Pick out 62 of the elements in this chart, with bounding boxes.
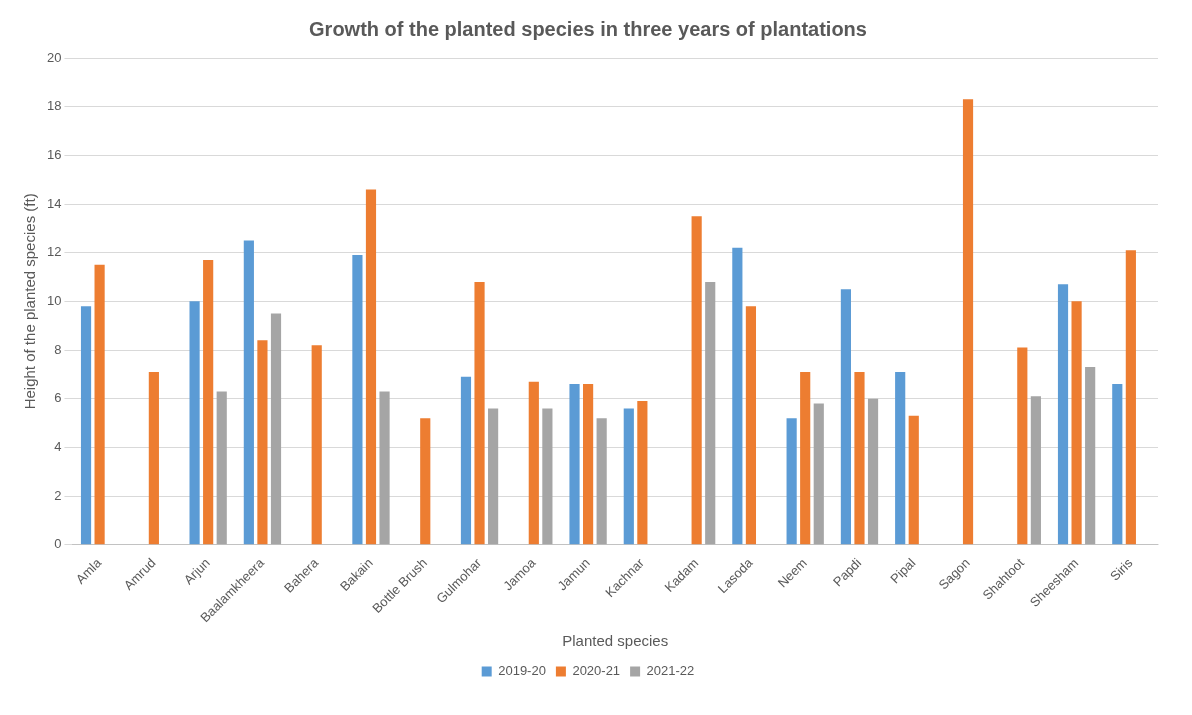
bar: [637, 401, 648, 545]
bar: [420, 418, 431, 545]
y-tick-label: 12: [46, 244, 62, 260]
bar: [1057, 284, 1069, 545]
bar: [745, 306, 757, 545]
x-axis-title: Planted species: [562, 632, 669, 650]
bar: [528, 381, 539, 545]
bar: [243, 240, 254, 545]
bar: [800, 371, 811, 545]
bar: [867, 398, 879, 545]
bar: [569, 384, 580, 545]
y-tick-label: 0: [54, 536, 62, 552]
bar: [623, 408, 634, 545]
y-tick-label: 14: [46, 195, 62, 211]
bar: [379, 391, 390, 545]
legend-label: 2021-22: [646, 663, 695, 679]
bar: [80, 306, 92, 545]
bar: [542, 408, 553, 545]
bar: [352, 255, 363, 545]
bar: [311, 345, 322, 545]
y-tick-label: 6: [54, 390, 62, 406]
y-tick-label: 18: [46, 98, 62, 114]
bar: [1030, 396, 1041, 545]
bar: [148, 371, 159, 545]
bar: [189, 301, 200, 545]
bar: [270, 313, 282, 545]
y-tick-label: 8: [54, 341, 62, 357]
bar: [691, 216, 702, 545]
y-tick-label: 10: [46, 292, 62, 308]
legend-label: 2019-20: [498, 663, 546, 679]
bar: [813, 403, 824, 545]
bar: [583, 384, 594, 545]
bar: [365, 189, 377, 545]
bar: [474, 281, 485, 545]
legend-label: 2020-21: [572, 663, 621, 679]
bar: [257, 340, 268, 545]
y-axis-title: Height of the planted species (ft): [21, 193, 39, 410]
bar: [854, 371, 865, 545]
bar: [1085, 367, 1096, 545]
y-tick-label: 4: [54, 438, 62, 454]
bar: [488, 408, 499, 545]
chart-title: Growth of the planted species in three years of plantations: [309, 17, 867, 40]
bar: [94, 264, 105, 545]
bar: [596, 418, 607, 545]
bar: [216, 391, 227, 545]
x-tick-label: Siris: [1107, 554, 1136, 584]
bar: [786, 418, 797, 545]
bar: [962, 99, 974, 545]
bar: [1112, 384, 1123, 545]
y-tick-label: 2: [54, 487, 62, 503]
bar: [840, 289, 851, 545]
bar: [1071, 301, 1082, 545]
bar: [203, 259, 214, 545]
bar: [732, 247, 743, 545]
y-tick-label: 20: [46, 49, 62, 65]
bar: [460, 376, 472, 545]
bar: [1125, 250, 1136, 545]
bar: [895, 371, 906, 545]
y-tick-label: 16: [46, 146, 62, 162]
bar: [908, 415, 919, 545]
bar: [705, 281, 716, 545]
bar: [1017, 347, 1028, 545]
